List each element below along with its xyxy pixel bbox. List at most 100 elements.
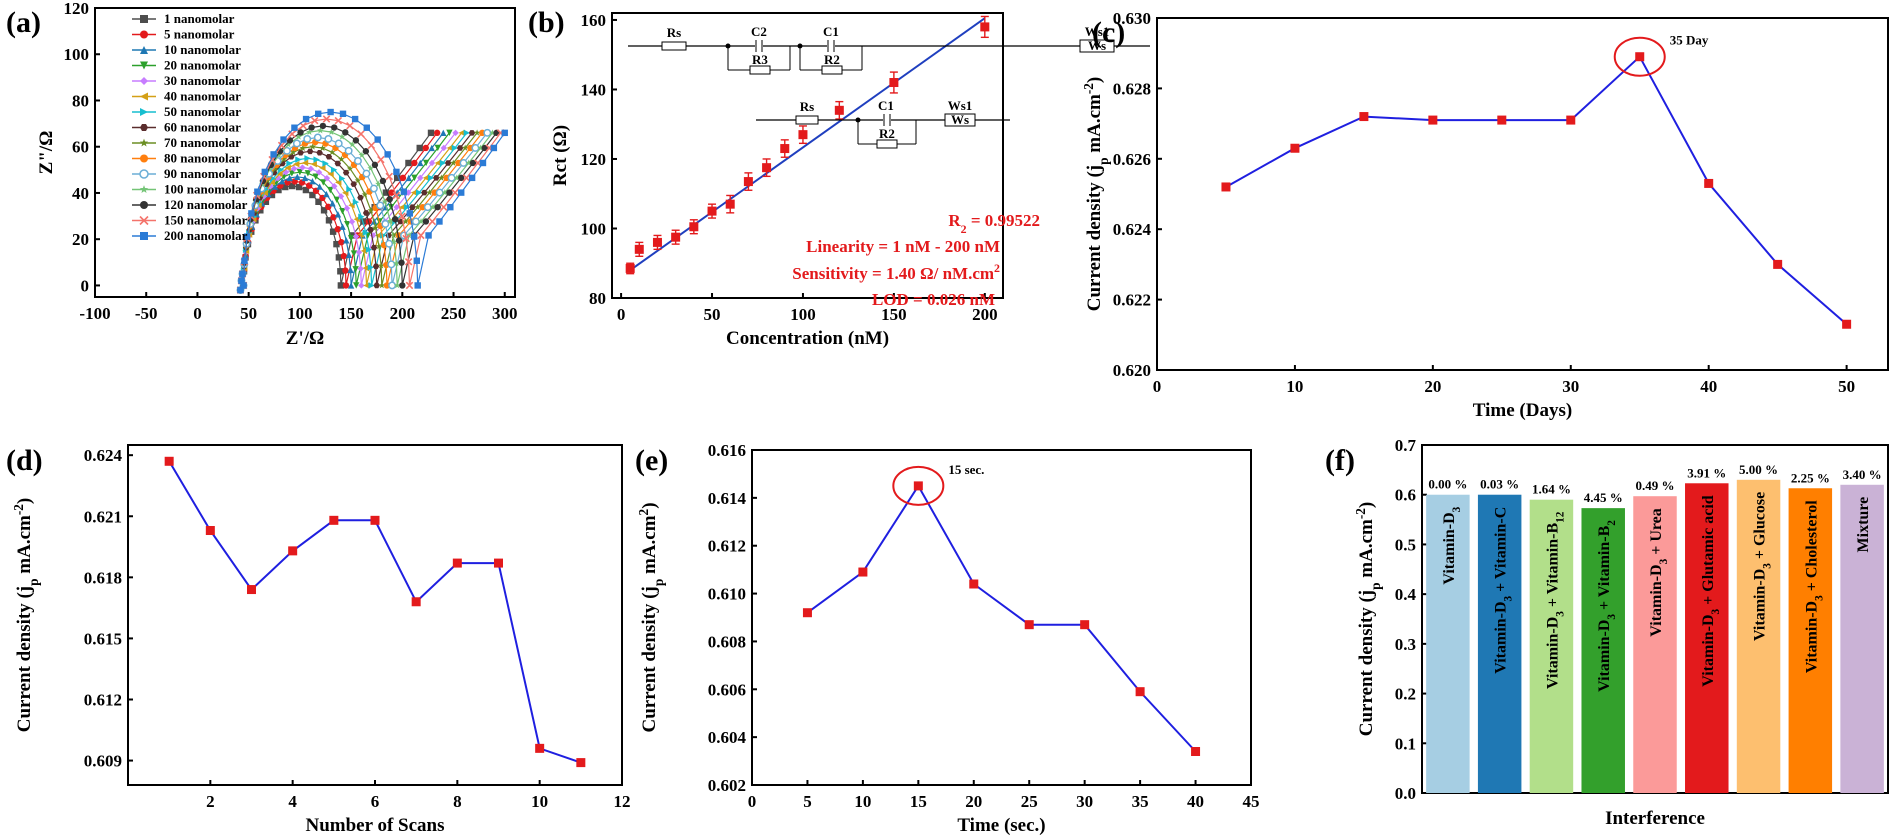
y-tick-label: 0: [81, 276, 90, 295]
data-point: [342, 267, 349, 274]
data-point: [446, 129, 453, 137]
data-point: [337, 268, 344, 275]
legend-label: 120 nanomolar: [164, 197, 248, 212]
data-point: [265, 190, 272, 198]
x-tick-label: 45: [1243, 792, 1260, 811]
y-axis-title-part: mA.cm: [1356, 519, 1377, 582]
data-point: [357, 194, 364, 201]
bar-category-label-part: Vitamin-D: [1596, 620, 1613, 692]
panel-d-scans-plot: 2 4 6 8 10 12 0.609 0.612 0.615 0.618 0.621 0.624 Nu…: [6, 444, 631, 836]
data-point: [413, 257, 420, 264]
highlight-label: 35 Day: [1670, 33, 1709, 48]
x-tick-label: -100: [79, 304, 110, 323]
data-point: [268, 179, 275, 186]
data-point: [348, 218, 356, 225]
data-point: [262, 198, 270, 206]
y-tick-label: 0.0: [1395, 784, 1416, 803]
bar-category-label: Vitamin-D3 + Glucose: [1752, 492, 1774, 641]
bar-category-label-part: 3: [1813, 595, 1825, 601]
annotation-r2-part: 2: [961, 222, 967, 236]
data-point: [447, 203, 454, 211]
data-point: [312, 173, 319, 180]
series-200-nanomolar: [237, 108, 508, 294]
data-point: [288, 182, 296, 190]
annotation-r2-part: R: [948, 211, 961, 230]
data-point: [428, 217, 437, 226]
data-point: [337, 282, 345, 289]
legend-label: 90 nanomolar: [164, 166, 241, 181]
data-point: [338, 155, 345, 163]
data-point: [338, 175, 346, 182]
data-point: [164, 456, 174, 466]
data-point: [439, 203, 448, 211]
y-tick-label: 0.624: [1113, 220, 1152, 239]
series-line: [168, 460, 582, 764]
legend-label: 80 nanomolar: [164, 151, 241, 166]
data-point: [309, 143, 317, 150]
y-axis-title-part: Current density (j: [1084, 165, 1105, 311]
data-point: [280, 155, 288, 163]
resistor-r3: [749, 65, 771, 75]
circuit-label: Ws1: [1085, 24, 1110, 39]
data-point: [428, 144, 435, 152]
data-point: [304, 170, 312, 177]
data-point: [1773, 259, 1783, 269]
bar: [1788, 488, 1833, 793]
data-point: [411, 217, 420, 226]
panel-a-eis-nyquist-plot: -100 -50 0 50 100 150 200 250 300 0 20 40 60 80 100 120…: [6, 0, 518, 349]
data-point: [375, 242, 383, 250]
data-point: [289, 148, 297, 156]
bar-category-label: Vitamin-D3 + Vitamin-B2: [1596, 520, 1618, 692]
data-point: [372, 263, 380, 270]
capacitor-gap: [883, 114, 891, 126]
junction: [855, 117, 861, 123]
bar-category-label: Vitamin-D3 + Vitamin-B12: [1544, 511, 1566, 689]
data-point: [276, 170, 283, 178]
data-point: [342, 282, 350, 289]
data-point: [725, 199, 735, 209]
data-point-stroke: [377, 155, 385, 164]
data-point: [762, 163, 772, 173]
data-point: [275, 186, 282, 194]
y-axis-title-part: p: [651, 579, 666, 586]
data-point: [411, 597, 421, 607]
data-point: [271, 165, 279, 172]
y-axis-title-part: Current density (j: [639, 586, 660, 732]
data-point: [324, 135, 333, 143]
circuit-label: R2: [879, 126, 895, 141]
y-axis-title-part: mA.cm: [639, 515, 660, 578]
y-axis-title-part: ): [1084, 77, 1105, 83]
data-point: [373, 282, 380, 289]
data-point: [271, 183, 279, 190]
data-point: [329, 515, 339, 525]
x-tick-label: 50: [704, 305, 721, 324]
data-point: [377, 262, 385, 269]
data-point: [386, 217, 394, 224]
data-point: [469, 159, 477, 167]
bar-category-label-part: 3: [1606, 614, 1618, 620]
data-point: [351, 115, 359, 123]
data-point: [434, 144, 441, 152]
data-point: [339, 110, 347, 118]
data-point: [468, 174, 476, 182]
data-point: [428, 159, 436, 167]
y-axis-title-part: p: [1096, 157, 1111, 164]
y-tick-label: 0.615: [84, 629, 122, 648]
data-point: [416, 189, 423, 196]
plot-frame: [1156, 17, 1889, 371]
data-point: [257, 207, 264, 214]
data-point: [375, 180, 382, 187]
data-point: [362, 148, 370, 155]
data-point: [339, 223, 346, 230]
data-point: [689, 222, 699, 232]
data-point: [465, 159, 472, 166]
legend-marker: [139, 185, 149, 194]
x-tick-label: 40: [1187, 792, 1204, 811]
x-tick-label: 15: [910, 792, 927, 811]
bar-category-label-part: Vitamin-D: [1648, 564, 1665, 636]
data-point: [352, 198, 360, 206]
data-point: [350, 181, 357, 187]
data-point: [1635, 52, 1645, 62]
bar-value-label: 0.49 %: [1636, 478, 1675, 493]
